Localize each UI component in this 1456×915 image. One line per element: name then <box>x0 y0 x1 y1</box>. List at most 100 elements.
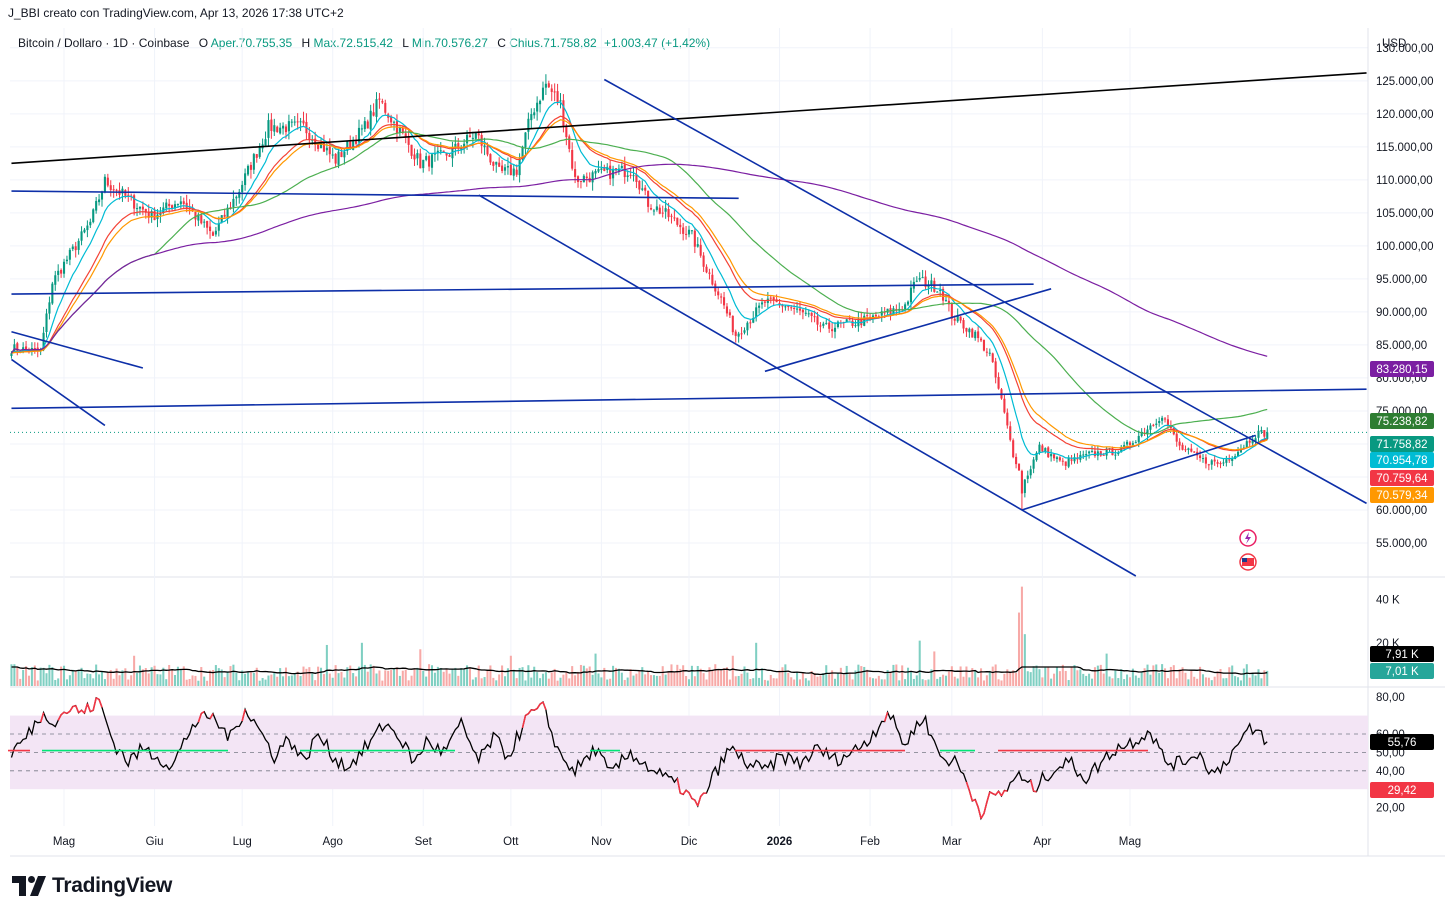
volume-bar <box>42 667 45 686</box>
volume-bar <box>810 671 813 686</box>
volume-bar <box>918 640 921 686</box>
candle-body <box>171 205 174 209</box>
time-tick-label: Feb <box>860 836 880 848</box>
candle-body <box>144 208 147 213</box>
volume-bar <box>296 671 299 686</box>
candle-body <box>801 309 804 313</box>
volume-bar <box>305 668 308 686</box>
candle-body <box>804 312 807 314</box>
candle-body <box>944 299 948 301</box>
volume-ma-tag: 7,91 K <box>1385 649 1419 661</box>
volume-bar <box>1073 665 1076 686</box>
candle-body <box>1260 430 1263 432</box>
candle-body <box>895 308 898 310</box>
volume-bar <box>413 669 416 686</box>
candle-body <box>687 229 691 235</box>
price-tag: 70.579,34 <box>1376 490 1428 502</box>
volume-bar <box>372 665 375 686</box>
tradingview-logo[interactable]: TradingView <box>12 872 172 900</box>
candle-body <box>226 207 229 218</box>
candle-body <box>1254 438 1257 442</box>
candle-body <box>927 285 930 288</box>
candle-body <box>252 154 255 170</box>
volume-bar <box>293 673 296 686</box>
candle-body <box>10 353 13 357</box>
candle-body <box>1266 432 1269 439</box>
volume-bar <box>921 679 924 686</box>
candle-body <box>241 184 244 193</box>
volume-bar <box>1210 680 1213 686</box>
candle-body <box>25 346 28 350</box>
price-tick-label: 115.000,00 <box>1376 142 1433 154</box>
price-tag: 70.954,78 <box>1376 455 1427 467</box>
volume-bar <box>1254 675 1257 686</box>
candle-body <box>1178 441 1181 446</box>
candle-body <box>758 305 761 308</box>
volume-bar <box>813 672 816 686</box>
candle-body <box>1228 459 1231 461</box>
volume-bar <box>378 670 381 686</box>
volume-bar <box>168 664 171 686</box>
volume-bar <box>676 664 679 686</box>
volume-bar <box>124 668 127 686</box>
volume-bar <box>758 677 761 686</box>
candle-body <box>127 194 130 196</box>
candle-body <box>702 255 705 267</box>
volume-bar <box>150 667 153 686</box>
volume-bar <box>1128 677 1132 686</box>
volume-bar <box>1082 673 1085 686</box>
time-axis[interactable]: Mag Giu Lug Ago Set Ott Nov Dic 2026 Feb Mar Apr Mag <box>53 836 1141 848</box>
us-flag-event-icon-field <box>1242 558 1254 566</box>
volume-bar <box>518 667 521 686</box>
legend-symbol[interactable]: Bitcoin / Dollaro · 1D · Coinbase <box>18 36 190 50</box>
rsi-extreme-segment <box>39 712 45 723</box>
volume-bar <box>539 678 542 686</box>
volume-bar <box>1213 676 1216 686</box>
volume-bar <box>1234 676 1237 686</box>
volume-bar <box>1026 671 1029 686</box>
candle-body <box>89 221 92 226</box>
candle-body <box>343 151 346 158</box>
candle-body <box>644 187 647 191</box>
volume-bar <box>103 679 106 686</box>
volume-bar <box>363 664 366 686</box>
candle-body <box>98 199 101 203</box>
trend-lines[interactable] <box>10 72 1367 577</box>
volume-bar <box>687 679 691 686</box>
volume-bar <box>1032 666 1035 686</box>
short-descending-line-1 <box>11 330 144 369</box>
volume-bar <box>553 668 556 686</box>
volume-bar <box>781 667 784 686</box>
candle-body <box>317 144 320 149</box>
candle-body <box>302 120 305 124</box>
tradingview-logo-icon <box>12 876 46 896</box>
rsi-line <box>10 696 1268 821</box>
candle-body <box>337 151 340 165</box>
volume-bar <box>1114 670 1117 686</box>
event-icons[interactable] <box>1239 529 1257 571</box>
volume-bar <box>270 674 273 686</box>
volume-bar <box>235 672 238 686</box>
volume-bar <box>699 668 702 686</box>
volume-bar <box>1009 672 1012 686</box>
candle-body <box>997 376 1000 389</box>
volume-bar <box>936 678 939 686</box>
volume-bar <box>1152 665 1155 686</box>
volume-bar <box>290 675 293 686</box>
volume-bar <box>822 673 825 686</box>
candle-body <box>416 153 419 159</box>
candle-body <box>1123 445 1126 448</box>
candle-body <box>1099 451 1102 456</box>
candle-body <box>1210 460 1213 465</box>
volume-bar <box>474 677 477 686</box>
candle-body <box>544 83 547 88</box>
volume-bar <box>80 667 83 686</box>
candle-body <box>982 340 986 351</box>
volume-bar <box>994 664 997 686</box>
price-tag-box <box>1370 436 1434 452</box>
volume-bar <box>577 671 580 686</box>
candle-body <box>1117 452 1120 455</box>
candle-body <box>299 121 302 123</box>
candle-body <box>594 170 597 174</box>
